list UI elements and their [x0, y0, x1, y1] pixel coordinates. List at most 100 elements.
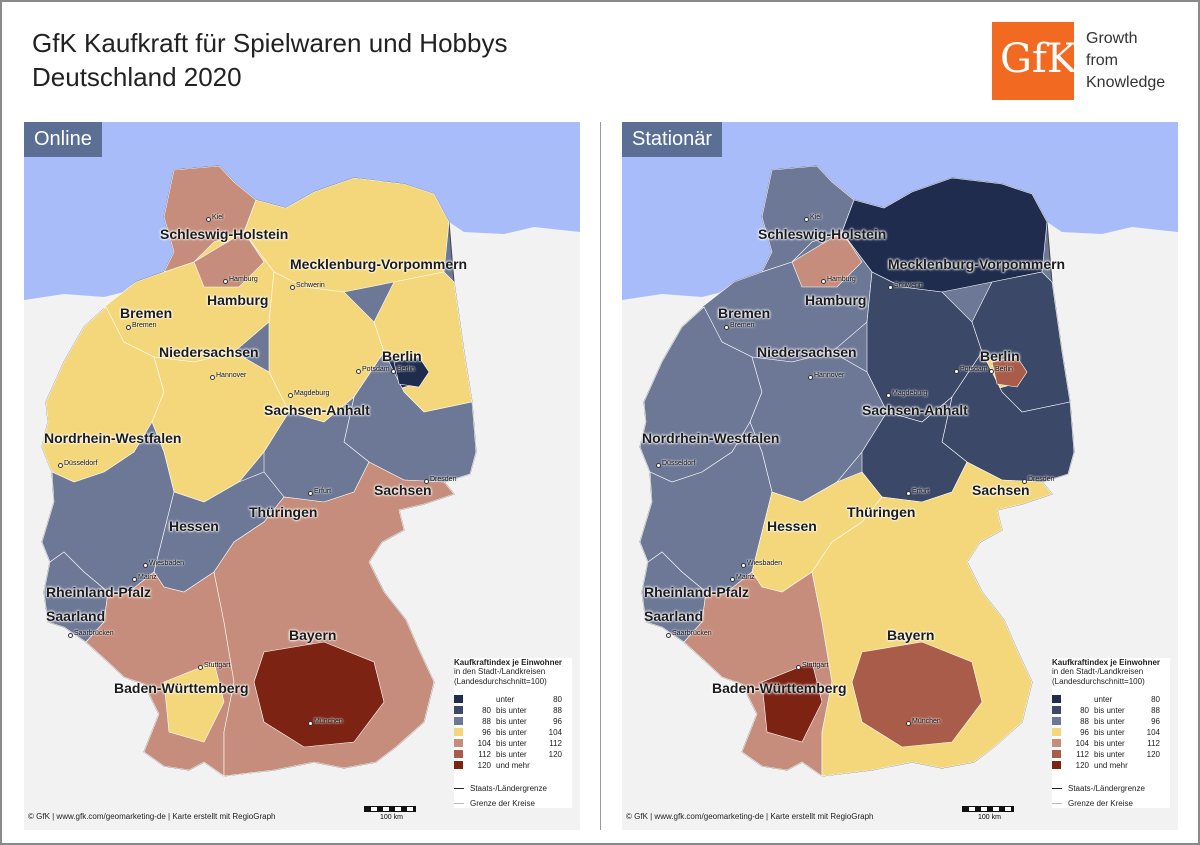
legend-line-entry: Staats-/Ländergrenze	[454, 784, 572, 793]
legend-row: 96 bis unter 104	[454, 727, 572, 737]
legend-row: 80 bis unter 88	[454, 705, 572, 715]
city-marker	[989, 369, 994, 374]
city-marker	[906, 721, 911, 726]
state-label: Saarland	[644, 608, 704, 624]
city-marker	[356, 369, 361, 374]
legend-text: bis unter	[1094, 749, 1125, 759]
city-marker	[210, 375, 215, 380]
legend-swatch	[454, 739, 463, 747]
title-line-1: GfK Kaufkraft für Spielwaren und Hobbys	[32, 28, 508, 58]
city-marker	[741, 563, 746, 568]
legend-low: 120	[477, 760, 491, 770]
legend-text: unter	[496, 694, 515, 704]
legend-text: bis unter	[1094, 738, 1125, 748]
state-label: Hessen	[767, 518, 817, 534]
map-svg	[24, 122, 580, 830]
legend-row: 112 bis unter 120	[1052, 749, 1170, 759]
legend-high: 88	[553, 705, 562, 715]
city-label: Dresden	[430, 476, 457, 483]
legend-row: 104 bis unter 112	[1052, 738, 1170, 748]
legend-swatch	[454, 750, 463, 758]
legend: Kaufkraftindex je Einwohner in den Stadt-…	[454, 658, 572, 808]
city-marker	[808, 375, 813, 380]
legend-low: 120	[1075, 760, 1089, 770]
legend-swatch	[454, 706, 463, 714]
city-marker	[143, 563, 148, 568]
map-svg	[622, 122, 1178, 830]
city-label: Wiesbaden	[747, 560, 783, 567]
legend-title: Kaufkraftindex je Einwohner	[454, 658, 563, 667]
city-label: Düsseldorf	[662, 460, 696, 467]
legend-high: 104	[1146, 727, 1160, 737]
legend-line-sample	[454, 803, 464, 804]
legend-row: unter 80	[454, 694, 572, 704]
legend-line-label: Staats-/Ländergrenze	[1068, 784, 1145, 793]
city-label: Dresden	[1028, 476, 1055, 483]
title-line-2: Deutschland 2020	[32, 62, 242, 92]
city-label: Wiesbaden	[149, 560, 185, 567]
city-label: Magdeburg	[892, 390, 928, 397]
state-label: Sachsen	[374, 482, 432, 498]
state-label: Nordrhein-Westfalen	[642, 430, 780, 446]
city-label: Saarbrücken	[672, 630, 712, 637]
city-marker	[198, 665, 203, 670]
legend-low: 96	[1080, 727, 1089, 737]
state-label: Berlin	[382, 348, 422, 364]
legend-line-entry: Grenze der Kreise	[454, 799, 572, 808]
city-marker	[656, 463, 661, 468]
legend-swatch	[1052, 706, 1061, 714]
legend-swatch	[454, 728, 463, 736]
legend-subtitle: (Landesdurchschnitt=100)	[454, 677, 547, 686]
city-label: München	[314, 718, 343, 725]
city-marker	[223, 279, 228, 284]
legend-line-sample	[1052, 788, 1062, 789]
city-label: Schwerin	[296, 282, 325, 289]
city-label: Stuttgart	[204, 662, 231, 669]
state-label: Thüringen	[249, 504, 318, 520]
city-label: Stuttgart	[802, 662, 829, 669]
legend-line-entry: Grenze der Kreise	[1052, 799, 1170, 808]
state-label: Hamburg	[805, 292, 867, 308]
city-label: Potsdam	[960, 366, 988, 373]
city-label: Bremen	[132, 322, 157, 329]
scale-bar: 100 km	[962, 806, 1014, 822]
panel-label: Stationär	[622, 122, 723, 157]
city-label: Kiel	[810, 214, 822, 221]
legend-title: Kaufkraftindex je Einwohner	[1052, 658, 1161, 667]
legend-subtitle: (Landesdurchschnitt=100)	[1052, 677, 1145, 686]
city-label: Berlin	[995, 366, 1013, 373]
state-label: Hessen	[169, 518, 219, 534]
city-label: Erfurt	[314, 488, 332, 495]
state-label: Rheinland-Pfalz	[644, 584, 750, 600]
city-label: Magdeburg	[294, 390, 330, 397]
legend-low: 112	[478, 749, 491, 759]
city-marker	[724, 325, 729, 330]
legend-subtitle: in den Stadt-/Landkreisen	[1052, 667, 1144, 676]
state-label: Baden-Württemberg	[712, 680, 847, 696]
page-title: GfK Kaufkraft für Spielwaren und Hobbys …	[32, 26, 507, 94]
legend-row: 88 bis unter 96	[454, 716, 572, 726]
city-label: Potsdam	[362, 366, 390, 373]
region-16	[851, 641, 983, 748]
state-label: Sachsen-Anhalt	[862, 402, 968, 418]
tagline-line-2: from	[1086, 52, 1118, 69]
city-marker	[804, 217, 809, 222]
legend-low: 96	[482, 727, 491, 737]
city-label: Saarbrücken	[74, 630, 114, 637]
city-marker	[906, 491, 911, 496]
legend-line-label: Grenze der Kreise	[470, 799, 535, 808]
legend-low: 80	[482, 705, 491, 715]
city-marker	[288, 393, 293, 398]
legend-row: 112 bis unter 120	[454, 749, 572, 759]
state-label: Mecklenburg-Vorpommern	[888, 256, 1066, 272]
legend-low: 80	[1080, 705, 1089, 715]
city-marker	[391, 369, 396, 374]
legend-high: 112	[549, 738, 562, 748]
city-marker	[290, 285, 295, 290]
city-marker	[132, 577, 137, 582]
state-label: Schleswig-Holstein	[758, 226, 887, 242]
legend-high: 96	[553, 716, 562, 726]
state-label: Niedersachsen	[159, 344, 259, 360]
state-label: Sachsen-Anhalt	[264, 402, 370, 418]
